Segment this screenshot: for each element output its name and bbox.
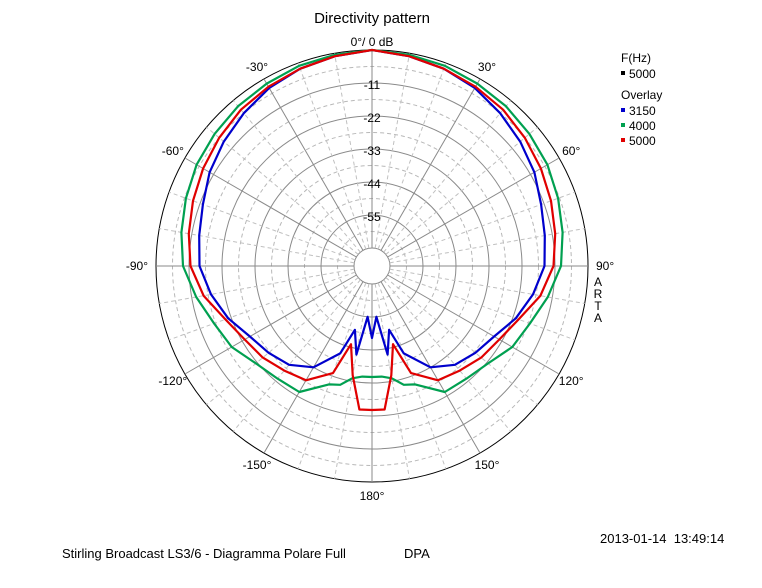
axis-labels: -11 -22 -33 -44 -55 0°/ 0 dB -30° 30° -60° 60° -90… bbox=[126, 35, 615, 503]
minor-spoke bbox=[159, 268, 355, 305]
major-spoke bbox=[387, 157, 560, 258]
legend-swatch-4000 bbox=[621, 123, 625, 127]
minor-spoke bbox=[388, 271, 576, 341]
r-tick-label: -55 bbox=[363, 210, 381, 224]
minor-spoke bbox=[374, 283, 411, 479]
r-tick-label: -11 bbox=[364, 78, 381, 92]
legend-swatch-5000 bbox=[621, 138, 625, 142]
minor-spoke bbox=[377, 62, 447, 250]
side-label-char: T bbox=[594, 299, 602, 313]
major-spoke bbox=[184, 157, 357, 258]
side-label-char: A bbox=[594, 275, 602, 289]
minor-spoke bbox=[206, 277, 359, 406]
legend-overlay-header: Overlay bbox=[621, 88, 662, 102]
angle-label: -60° bbox=[162, 144, 184, 158]
minor-spoke bbox=[168, 191, 356, 261]
minor-spoke bbox=[389, 268, 585, 305]
series-line-4000 bbox=[180, 48, 564, 394]
legend-freq-swatch bbox=[621, 71, 625, 75]
r-max-label: 0°/ 0 dB bbox=[351, 35, 394, 49]
footer-timestamp: 2013-01-14 13:49:14 bbox=[600, 531, 725, 546]
series-group bbox=[180, 48, 564, 412]
r-tick-label: -44 bbox=[363, 177, 381, 191]
minor-spoke bbox=[377, 282, 447, 470]
r-tick-label: -33 bbox=[363, 144, 381, 158]
legend-freq-value: 5000 bbox=[629, 67, 656, 81]
angle-label: 150° bbox=[475, 458, 500, 472]
major-spoke bbox=[263, 78, 364, 251]
major-spoke bbox=[380, 78, 481, 251]
minor-spoke bbox=[168, 271, 356, 341]
minor-spoke bbox=[383, 279, 512, 432]
legend: F(Hz) 5000 Overlay 3150 4000 5000 bbox=[621, 51, 662, 148]
minor-spoke bbox=[383, 100, 512, 253]
minor-spoke bbox=[388, 191, 576, 261]
minor-spoke bbox=[297, 282, 367, 470]
angle-label: 90° bbox=[596, 259, 614, 273]
angle-label: -30° bbox=[246, 60, 268, 74]
minor-spoke bbox=[297, 62, 367, 250]
minor-spoke bbox=[385, 126, 538, 255]
minor-spoke bbox=[232, 100, 361, 253]
angle-label: 120° bbox=[559, 374, 584, 388]
minor-spoke bbox=[389, 227, 585, 264]
series-line-3150 bbox=[198, 48, 546, 369]
angle-label: 30° bbox=[478, 60, 496, 74]
minor-spoke bbox=[374, 53, 411, 249]
inner-ring bbox=[353, 247, 391, 285]
side-label-char: A bbox=[594, 311, 602, 325]
minor-spoke bbox=[333, 283, 370, 479]
series-line-5000 bbox=[187, 48, 557, 412]
chart-title: Directivity pattern bbox=[314, 10, 430, 27]
legend-freq-header: F(Hz) bbox=[621, 51, 651, 65]
legend-entry-5000: 5000 bbox=[629, 134, 656, 148]
minor-spoke bbox=[333, 53, 370, 249]
major-spoke bbox=[184, 274, 357, 375]
footer-tag: DPA bbox=[404, 546, 430, 561]
minor-spoke bbox=[232, 279, 361, 432]
polar-grid bbox=[155, 49, 589, 483]
angle-label: -120° bbox=[158, 374, 187, 388]
angle-label: 60° bbox=[562, 144, 580, 158]
legend-entry-4000: 4000 bbox=[629, 119, 656, 133]
angle-label: -90° bbox=[126, 259, 148, 273]
angle-label: 180° bbox=[360, 489, 385, 503]
r-tick-label: -22 bbox=[363, 111, 381, 125]
minor-spoke bbox=[385, 277, 538, 406]
footer-description: Stirling Broadcast LS3/6 - Diagramma Pol… bbox=[62, 546, 346, 561]
legend-swatch-3150 bbox=[621, 108, 625, 112]
legend-entry-3150: 3150 bbox=[629, 104, 656, 118]
minor-spoke bbox=[206, 126, 359, 255]
major-spoke bbox=[387, 274, 560, 375]
side-label-char: R bbox=[594, 287, 603, 301]
angle-label: -150° bbox=[243, 458, 272, 472]
minor-spoke bbox=[159, 227, 355, 264]
